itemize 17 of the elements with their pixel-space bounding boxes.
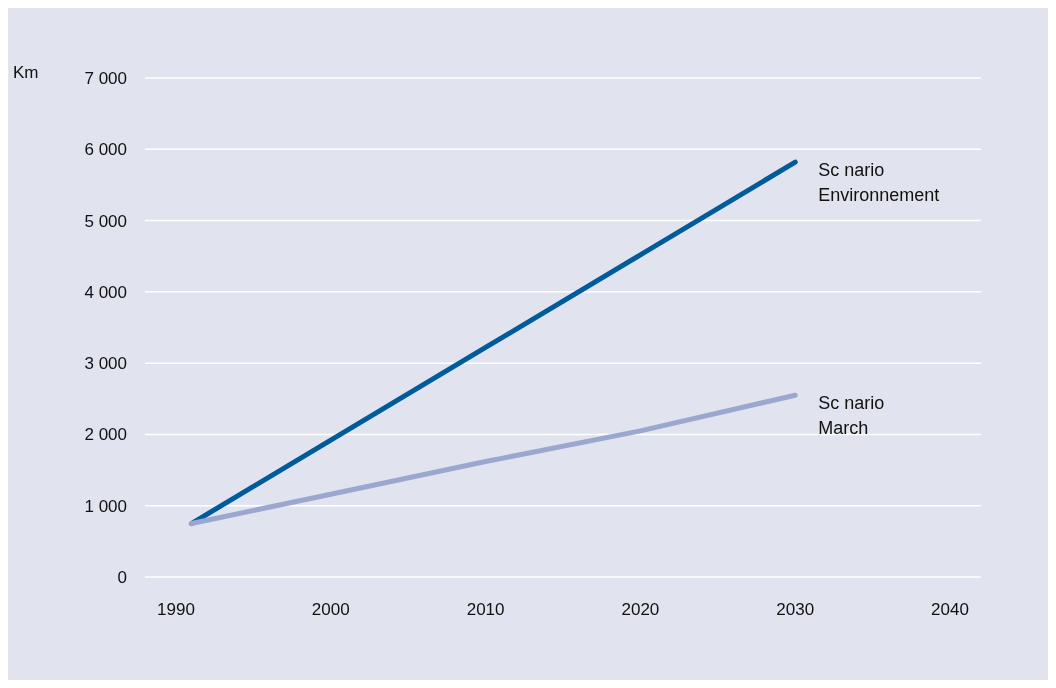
y-tick-label: 2 000 (84, 425, 127, 445)
x-tick-label: 2000 (311, 600, 350, 620)
x-tick-label: 2030 (776, 600, 815, 620)
series-label: Sc nario Environnement (818, 160, 940, 206)
y-tick-label: 7 000 (84, 69, 127, 89)
y-tick-label: 0 (117, 568, 127, 588)
x-tick-label: 2040 (931, 600, 969, 620)
y-tick-label: 1 000 (84, 496, 127, 516)
x-tick-label: 2020 (621, 600, 660, 620)
x-tick-label: 2010 (466, 600, 505, 620)
y-tick-label: 4 000 (84, 282, 127, 302)
y-tick-label: 6 000 (84, 140, 127, 160)
series-label: Sc nario March (818, 393, 885, 439)
y-tick-label: 5 000 (84, 211, 127, 231)
x-tick-label: 1990 (157, 600, 195, 620)
y-axis-title: Km (13, 63, 39, 83)
y-tick-label: 3 000 (84, 354, 127, 374)
